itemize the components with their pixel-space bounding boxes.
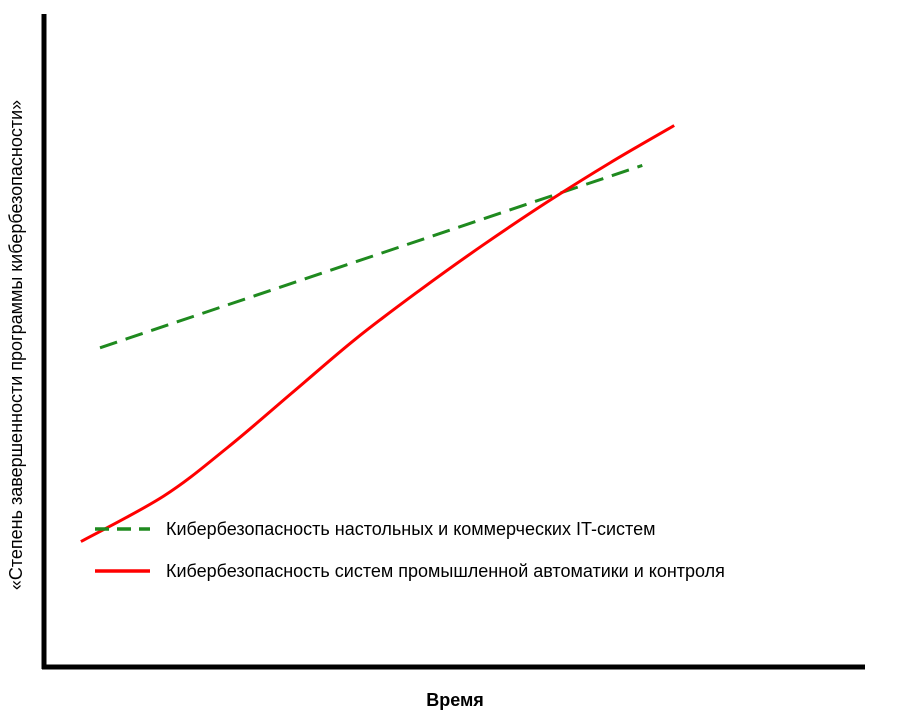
series-line-it-systems <box>99 163 643 350</box>
y-axis-label: «Степень завершенности программы кибербе… <box>6 100 26 590</box>
series-layer <box>80 124 675 543</box>
x-axis-label: Время <box>426 690 484 710</box>
legend: Кибербезопасность настольных и коммерчес… <box>95 519 725 581</box>
legend-label-ics: Кибербезопасность систем промышленной ав… <box>166 561 725 581</box>
legend-label-it: Кибербезопасность настольных и коммерчес… <box>166 519 655 539</box>
series-line-industrial-systems <box>80 124 675 543</box>
